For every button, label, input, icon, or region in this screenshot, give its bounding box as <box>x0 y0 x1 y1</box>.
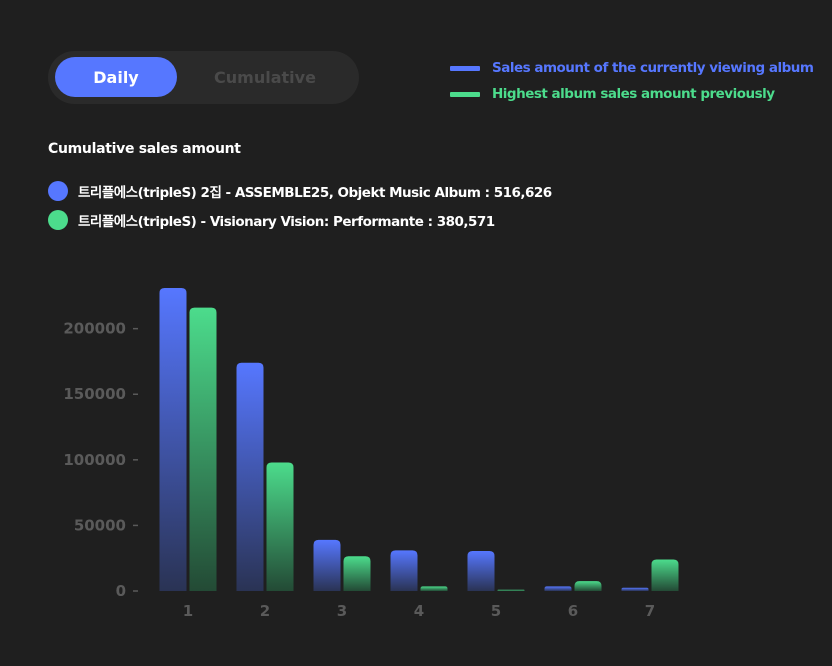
y-tick-label: 150000 <box>63 385 126 403</box>
bar-current-6 <box>544 586 572 591</box>
cumulative-toggle-button[interactable]: Cumulative <box>214 67 316 87</box>
y-tick-label: 0 <box>116 582 126 600</box>
x-tick-label: 4 <box>414 602 424 620</box>
summary-list: 트리플에스(tripleS) 2집 - ASSEMBLE25, Objekt M… <box>48 176 552 234</box>
legend-swatch-current <box>450 65 480 71</box>
summary-item-previous: 트리플에스(tripleS) - Visionary Vision: Perfo… <box>48 205 552 234</box>
bar-current-1 <box>159 288 187 591</box>
x-tick-label: 5 <box>491 602 501 620</box>
bar-previous-2 <box>266 462 294 591</box>
bar-previous-4 <box>420 586 448 591</box>
bar-current-3 <box>313 539 341 591</box>
summary-text-previous: 트리플에스(tripleS) - Visionary Vision: Perfo… <box>78 213 495 230</box>
legend-item-previous: Highest album sales amount previously <box>450 81 813 107</box>
y-tick-label: 100000 <box>63 451 126 469</box>
x-tick-label: 1 <box>183 602 193 620</box>
legend-swatch-previous <box>450 91 480 97</box>
legend-item-current: Sales amount of the currently viewing al… <box>450 55 814 81</box>
y-tick-label: 200000 <box>63 320 126 338</box>
bar-previous-5 <box>497 589 525 591</box>
summary-dot-previous <box>48 209 68 230</box>
bar-previous-6 <box>574 581 602 591</box>
x-tick-label: 7 <box>645 602 655 620</box>
daily-toggle-button[interactable]: Daily <box>55 57 177 97</box>
bar-previous-7 <box>651 559 679 591</box>
bar-current-4 <box>390 550 418 591</box>
y-tick-label: 50000 <box>74 516 126 534</box>
summary-item-current: 트리플에스(tripleS) 2집 - ASSEMBLE25, Objekt M… <box>48 176 552 205</box>
bar-previous-3 <box>343 556 371 591</box>
x-tick-label: 3 <box>337 602 347 620</box>
summary-title: Cumulative sales amount <box>48 141 241 157</box>
bar-current-2 <box>236 362 264 591</box>
legend-label-previous: Highest album sales amount previously <box>492 86 775 102</box>
legend-label-current: Sales amount of the currently viewing al… <box>492 60 814 76</box>
x-tick-label: 6 <box>568 602 578 620</box>
bar-current-5 <box>467 550 495 591</box>
summary-dot-current <box>48 180 68 201</box>
bar-current-7 <box>621 587 649 591</box>
period-toggle: Daily Cumulative <box>48 51 359 104</box>
x-tick-label: 2 <box>260 602 270 620</box>
bar-previous-1 <box>189 307 217 591</box>
chart-legend: Sales amount of the currently viewing al… <box>450 55 814 107</box>
summary-text-current: 트리플에스(tripleS) 2집 - ASSEMBLE25, Objekt M… <box>78 184 552 201</box>
